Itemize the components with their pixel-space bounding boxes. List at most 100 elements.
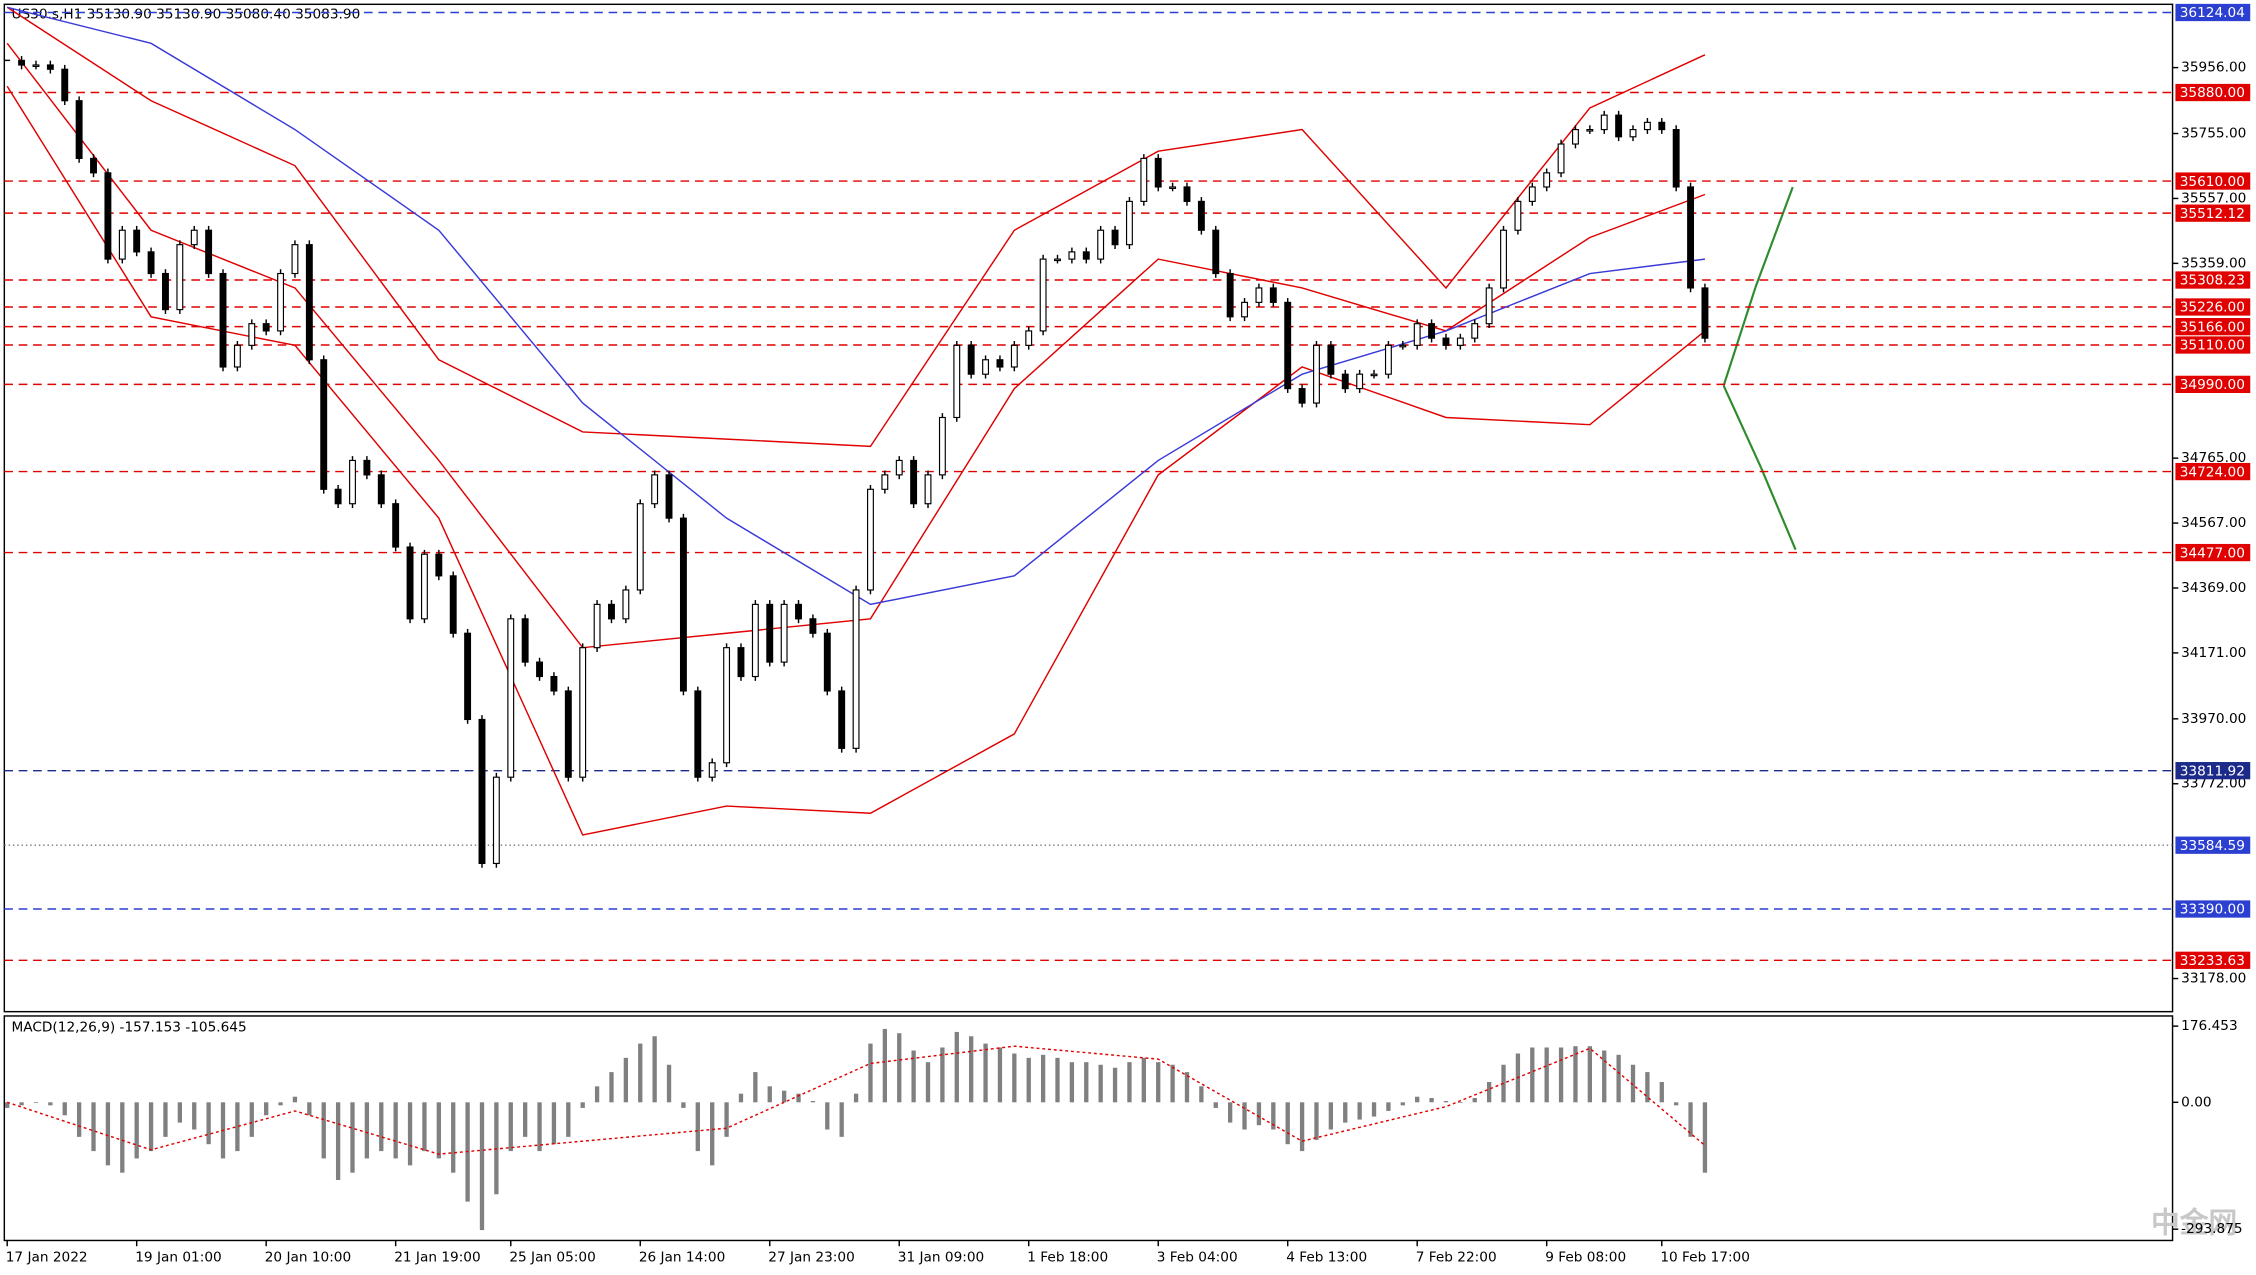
macd-bar [292, 1096, 298, 1103]
macd-bar [479, 1102, 485, 1231]
macd-bar [1343, 1102, 1348, 1123]
x-tick-label: 21 Jan 19:00 [394, 1250, 480, 1266]
candle [1212, 229, 1220, 275]
macd-bar [48, 1102, 53, 1106]
candle [1485, 287, 1493, 325]
candle [420, 553, 428, 620]
arrow [1754, 186, 1794, 289]
price-panel [3, 3, 2174, 1013]
candle [996, 359, 1004, 368]
candle [176, 244, 184, 311]
y-tick-label: 34765.00 [2181, 450, 2246, 466]
macd-bar [1084, 1062, 1089, 1103]
macd-bar [451, 1102, 456, 1173]
candle [1672, 129, 1680, 188]
candle [938, 416, 946, 476]
macd-bar [1371, 1102, 1377, 1117]
candle [291, 244, 299, 275]
macd-bar [897, 1033, 902, 1103]
macd-bar [1429, 1097, 1434, 1103]
level-label-box [2175, 543, 2251, 562]
y-tick-label: 35956.00 [2181, 60, 2246, 76]
candle [1284, 301, 1292, 390]
candle [1384, 344, 1392, 375]
level-label: 36124.04 [2180, 5, 2245, 21]
macd-bar [638, 1043, 643, 1103]
candle [1313, 344, 1320, 404]
level-label: 33390.00 [2180, 902, 2245, 918]
macd-bar [19, 1102, 24, 1106]
candle [1687, 186, 1695, 289]
macd-bar [868, 1043, 873, 1103]
candle [1572, 129, 1579, 145]
arrow [1722, 385, 1763, 469]
watermark: 中金网 [2151, 1206, 2237, 1240]
candle [18, 59, 26, 66]
macd-bar [62, 1102, 67, 1116]
candle [1586, 129, 1594, 132]
macd-bar [1486, 1082, 1492, 1103]
macd-bar [609, 1072, 614, 1103]
macd-bar [652, 1036, 657, 1103]
macd-bar [422, 1102, 427, 1152]
macd-bar [940, 1047, 945, 1103]
candle [867, 488, 874, 591]
macd-panel [3, 1015, 2174, 1242]
candle [1255, 287, 1263, 303]
macd-bar [1573, 1046, 1578, 1103]
level-label: 35110.00 [2180, 338, 2245, 354]
level-label: 35880.00 [2180, 85, 2245, 101]
overlay-line [6, 1045, 1706, 1155]
candle [608, 603, 615, 620]
macd-bar [350, 1102, 355, 1173]
candle [147, 251, 155, 275]
candle [1082, 251, 1090, 260]
candle [521, 618, 529, 663]
macd-bar [508, 1102, 513, 1152]
macd-bar [1602, 1050, 1607, 1103]
x-tick-label: 26 Jan 14:00 [639, 1250, 725, 1266]
x-tick-label: 3 Feb 04:00 [1157, 1250, 1238, 1266]
macd-bar [407, 1102, 413, 1166]
macd-bar [522, 1102, 528, 1137]
macd-bar [738, 1093, 744, 1103]
candle [392, 503, 400, 548]
macd-bar [1544, 1047, 1549, 1103]
macd-bar [781, 1090, 787, 1103]
candle [809, 618, 817, 634]
candle [895, 459, 903, 476]
macd-bar [954, 1031, 959, 1103]
level-label-box [2175, 462, 2251, 481]
macd-bar [436, 1102, 441, 1159]
y-tick-label: 34171.00 [2181, 645, 2246, 661]
candle [449, 575, 457, 634]
macd-bar [969, 1036, 974, 1103]
macd-bar [307, 1102, 312, 1116]
candle [46, 64, 54, 70]
macd-bar [321, 1102, 326, 1159]
candle [651, 474, 659, 505]
candle [636, 503, 644, 591]
symbol-header: US30.s,H1 35130.90 35130.90 35080.40 350… [12, 6, 361, 22]
macd-bar [594, 1086, 600, 1103]
macd-title: MACD(12,26,9) -157.153 -105.645 [12, 1019, 247, 1035]
candle [464, 632, 472, 721]
macd-bar [566, 1102, 571, 1137]
level-label: 34990.00 [2180, 377, 2245, 393]
macd-bar [1184, 1072, 1190, 1103]
candle [1054, 258, 1061, 262]
candle [1039, 258, 1047, 332]
candle [967, 344, 975, 375]
macd-bar [206, 1102, 211, 1145]
level-label-box [2175, 900, 2251, 918]
candle [1269, 287, 1277, 303]
x-tick-label: 7 Feb 22:00 [1416, 1250, 1497, 1266]
macd-bar [911, 1050, 916, 1103]
macd-bar [1156, 1062, 1161, 1103]
candle [766, 603, 774, 663]
macd-bar [925, 1062, 931, 1103]
candle [780, 603, 788, 663]
macd-bar [235, 1102, 240, 1152]
candle [1471, 323, 1479, 339]
